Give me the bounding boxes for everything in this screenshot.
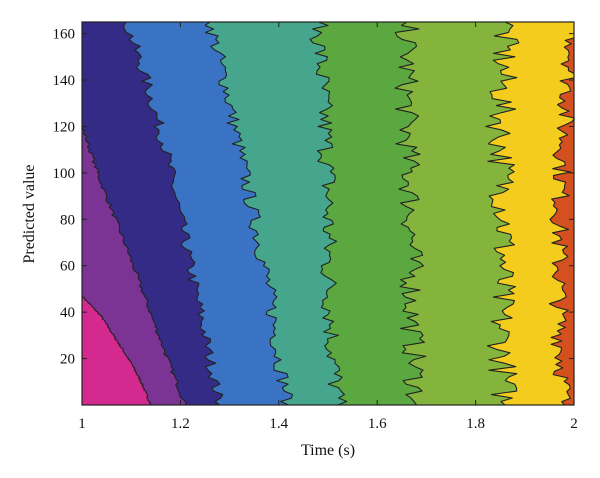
y-axis-title: Predicted value [21,164,38,263]
plot-frame [81,21,575,406]
x-tick-label: 1.6 [368,416,387,432]
contour-line-4 [204,22,293,405]
x-tick-label: 1.2 [171,416,190,432]
x-axis-title: Time (s) [301,442,355,459]
contour-line-2 [82,126,187,405]
y-tick-label: 120 [53,119,76,135]
contour-line-6 [394,22,427,405]
y-axis-ticks: 20 40 60 80 100 120 140 160 [53,27,574,368]
y-tick-label: 20 [60,352,75,368]
y-tick-label: 160 [53,27,76,43]
contour-region-7 [485,22,574,405]
y-tick-label: 140 [53,73,76,89]
contour-line-7 [485,22,520,405]
x-tick-label: 1.4 [269,416,288,432]
contour-lines [82,22,574,405]
x-tick-label: 1 [78,416,86,432]
contour-line-1 [82,295,152,405]
contour-line-8 [548,33,574,405]
y-tick-label: 100 [53,166,76,182]
y-tick-label: 40 [60,305,75,321]
x-tick-label: 2 [570,416,578,432]
contour-line-5 [309,22,348,405]
contour-region-8 [549,22,574,405]
contour-line-3 [123,22,224,405]
y-tick-label: 60 [60,259,75,275]
x-tick-label: 1.8 [466,416,485,432]
x-axis-ticks: 1 1.2 1.4 1.6 1.8 2 [78,22,578,432]
y-tick-label: 80 [60,212,75,228]
contour-regions [82,22,574,405]
